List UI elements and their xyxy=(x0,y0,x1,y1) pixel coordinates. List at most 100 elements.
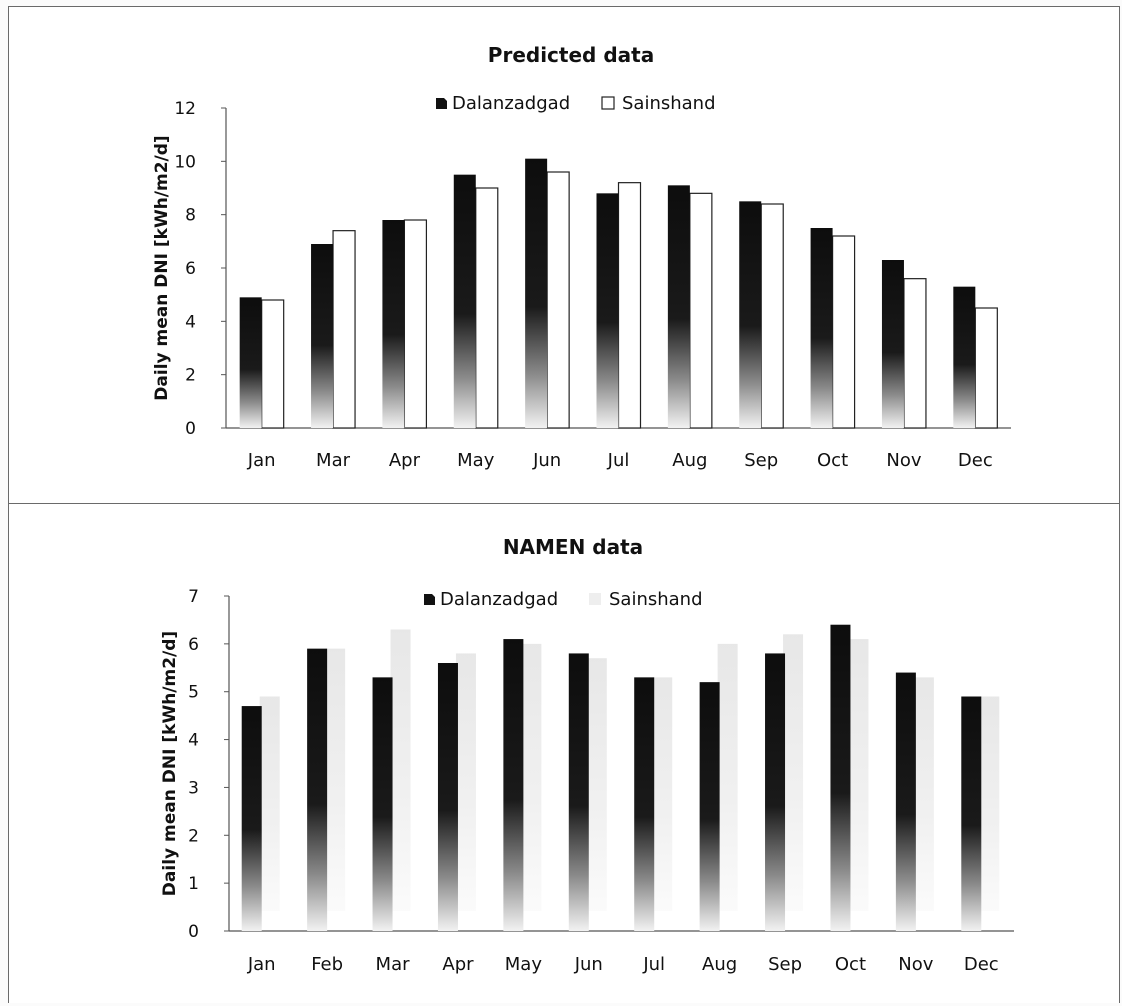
bar-sainshand xyxy=(979,696,1000,911)
x-tick-label: Mar xyxy=(376,954,411,975)
bar-dalanzadgad xyxy=(961,696,982,931)
namen-data-chart-panel: NAMEN data Daily mean DNI [kWh/m2/d] 0 1 2 3 4… xyxy=(8,503,1120,1003)
bar-sainshand xyxy=(848,639,869,911)
x-tick-label: Dec xyxy=(958,450,993,471)
bar-dalanzadgad xyxy=(437,663,458,931)
bar-dalanzadgad xyxy=(307,648,328,931)
legend-swatch-sainshand xyxy=(601,96,615,110)
x-tick-label: Nov xyxy=(898,954,933,975)
chart-title: Predicted data xyxy=(488,43,654,67)
x-tick-label: Nov xyxy=(886,450,921,471)
bar-dalanzadgad xyxy=(895,672,916,931)
x-tick-label: Aug xyxy=(672,450,707,471)
bar-dalanzadgad xyxy=(311,244,334,428)
bar-dalanzadgad xyxy=(453,174,476,428)
bar-sainshand xyxy=(403,219,428,429)
x-tick-label: Sep xyxy=(744,450,778,471)
y-tick-label: 6 xyxy=(185,259,196,279)
legend-swatch-sainshand xyxy=(589,593,601,605)
legend-swatch-dalanzadgad xyxy=(436,98,447,109)
y-axis-label: Daily mean DNI [kWh/m2/d] xyxy=(152,135,172,400)
y-axis-label: Daily mean DNI [kWh/m2/d] xyxy=(160,631,180,896)
y-tick-label: 8 xyxy=(185,206,196,226)
bar-sainshand xyxy=(390,629,411,911)
predicted-data-chart-panel: Predicted data Daily mean DNI [kWh/m2/d] 0… xyxy=(8,6,1120,503)
bar-dalanzadgad xyxy=(739,201,762,428)
x-tick-label: Jan xyxy=(247,450,276,471)
y-tick-label: 1 xyxy=(188,874,199,894)
y-tick-label: 2 xyxy=(185,366,196,386)
bar-dalanzadgad xyxy=(525,158,548,428)
x-tick-label: May xyxy=(505,954,543,975)
bar-sainshand xyxy=(974,307,998,429)
bar-sainshand xyxy=(717,643,738,911)
y-tick-label: 5 xyxy=(188,683,199,703)
y-tick-label: 0 xyxy=(188,922,199,942)
bar-dalanzadgad xyxy=(372,677,393,931)
x-tick-label: Mar xyxy=(316,450,351,471)
bar-dalanzadgad xyxy=(634,677,655,931)
x-tick-label: Sep xyxy=(768,954,802,975)
bar-sainshand xyxy=(475,187,499,429)
bar-sainshand xyxy=(586,658,607,911)
legend-swatch-corner xyxy=(444,98,447,101)
x-tick-label: Jan xyxy=(247,954,276,975)
bar-dalanzadgad xyxy=(810,228,833,428)
x-tick-label: Jul xyxy=(642,954,665,975)
y-tick-label: 6 xyxy=(188,635,199,655)
bar-sainshand xyxy=(546,171,570,429)
bar-sainshand xyxy=(455,653,476,911)
x-tick-label: Aug xyxy=(702,954,737,975)
x-tick-label: Oct xyxy=(817,450,848,471)
y-tick-label: 4 xyxy=(185,312,196,332)
bar-sainshand xyxy=(325,648,346,911)
y-tick-label: 2 xyxy=(188,826,199,846)
x-tick-label: Oct xyxy=(835,954,866,975)
bar-sainshand xyxy=(913,677,934,911)
bar-sainshand xyxy=(689,192,713,429)
legend-label-sainshand: Sainshand xyxy=(622,93,716,114)
legend-label-sainshand: Sainshand xyxy=(609,589,703,610)
bar-dalanzadgad xyxy=(382,220,405,428)
bar-sainshand xyxy=(332,230,356,429)
bar-dalanzadgad xyxy=(667,185,690,428)
x-tick-label: Jul xyxy=(607,450,630,471)
chart-title: NAMEN data xyxy=(503,535,643,559)
bar-dalanzadgad xyxy=(596,193,619,428)
bar-dalanzadgad xyxy=(765,653,786,931)
predicted-data-chart: Predicted data Daily mean DNI [kWh/m2/d] 0… xyxy=(152,43,1011,471)
legend-label-dalanzadgad: Dalanzadgad xyxy=(440,589,558,610)
bar-sainshand xyxy=(652,677,673,911)
x-tick-label: Apr xyxy=(389,450,421,471)
x-tick-label: Jun xyxy=(574,954,603,975)
y-tick-label: 10 xyxy=(174,152,196,172)
bar-dalanzadgad xyxy=(953,286,976,428)
bar-sainshand xyxy=(259,696,280,911)
y-tick-label: 4 xyxy=(188,731,199,751)
bar-dalanzadgad xyxy=(568,653,589,931)
namen-data-chart: NAMEN data Daily mean DNI [kWh/m2/d] 0 1 2 3 4… xyxy=(160,535,1014,975)
y-tick-label: 3 xyxy=(188,778,199,798)
bar-dalanzadgad xyxy=(241,706,262,931)
bar-dalanzadgad xyxy=(699,682,720,931)
x-tick-label: Feb xyxy=(311,954,343,975)
x-tick-label: Dec xyxy=(964,954,999,975)
bar-dalanzadgad xyxy=(239,297,262,428)
legend-swatch-corner xyxy=(432,594,435,597)
bar-dalanzadgad xyxy=(503,639,524,931)
y-tick-label: 12 xyxy=(174,99,196,119)
bar-dalanzadgad xyxy=(881,260,904,428)
x-tick-label: May xyxy=(457,450,495,471)
x-tick-label: Apr xyxy=(442,954,474,975)
legend-swatch-dalanzadgad xyxy=(424,594,435,605)
bar-sainshand xyxy=(831,235,856,429)
bar-dalanzadgad xyxy=(830,624,851,931)
legend-label-dalanzadgad: Dalanzadgad xyxy=(452,93,570,114)
bar-sainshand xyxy=(261,299,285,429)
y-tick-label: 7 xyxy=(188,587,199,607)
bar-sainshand xyxy=(617,182,642,429)
bar-sainshand xyxy=(521,643,542,911)
y-tick-label: 0 xyxy=(185,419,196,439)
x-tick-label: Jun xyxy=(532,450,561,471)
